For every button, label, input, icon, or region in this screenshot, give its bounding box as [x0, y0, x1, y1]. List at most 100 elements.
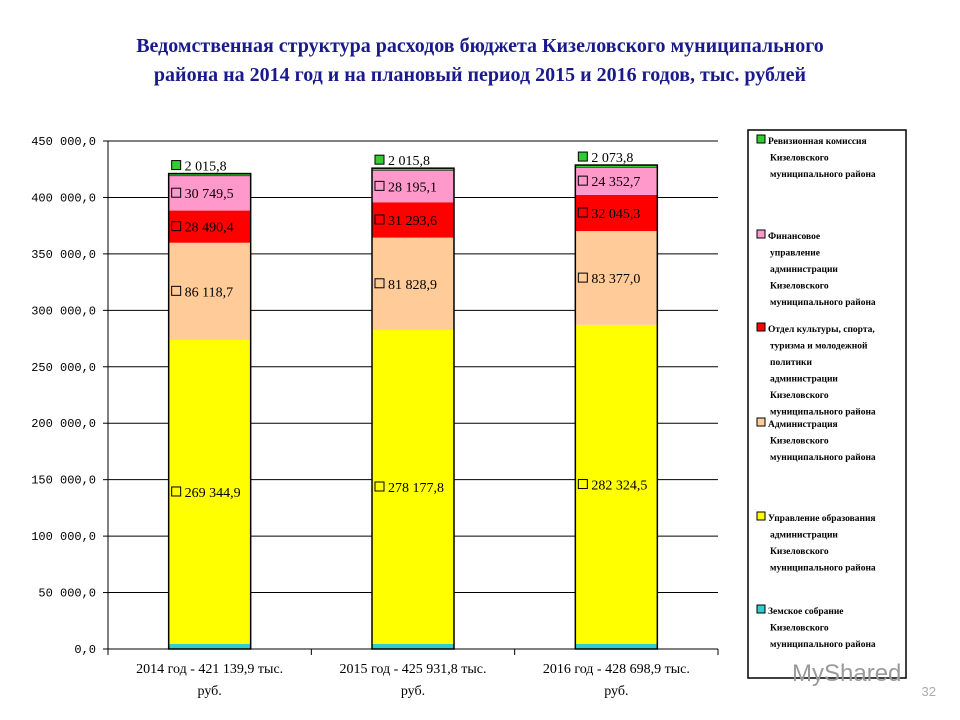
legend-label: управление	[770, 249, 820, 259]
legend-label: Кизеловского	[770, 282, 829, 292]
data-label: 2 015,8	[388, 154, 430, 169]
legend-swatch	[756, 511, 766, 521]
bar-segment	[372, 329, 454, 645]
bar-outline	[371, 167, 455, 650]
legend-label: Отдел культуры, спорта,	[768, 325, 875, 335]
data-label: 24 352,7	[591, 175, 640, 190]
y-tick-label: 250 000,0	[31, 361, 96, 375]
legend-label: Кизеловского	[770, 154, 829, 164]
data-label-marker	[171, 486, 182, 497]
legend-box	[747, 129, 907, 679]
data-label-marker	[577, 175, 588, 186]
legend-label: Кизеловского	[770, 437, 829, 447]
bar-segment	[168, 175, 251, 211]
legend-label: муниципального района	[770, 297, 876, 308]
data-label: 32 045,3	[591, 207, 640, 222]
legend-label: Кизеловского	[770, 547, 829, 557]
data-label: 278 177,8	[388, 481, 444, 496]
legend-label: Кизеловского	[770, 391, 829, 401]
legend-swatch	[756, 134, 766, 144]
title-line-2: района на 2014 год и на плановый период …	[153, 64, 807, 86]
legend-swatch	[756, 604, 766, 614]
data-label: 2 015,8	[185, 160, 227, 175]
data-label-marker	[577, 272, 588, 283]
legend-label: Ревизионная комиссия	[768, 137, 867, 147]
legend-label: администрации	[770, 531, 838, 541]
legend-label: политики	[770, 358, 813, 368]
data-label: 83 377,0	[591, 272, 640, 287]
x-tick-label: 2014 год - 421 139,9 тыс.	[136, 662, 283, 677]
legend-label: Финансовое	[768, 232, 820, 242]
bar-segment	[575, 231, 658, 326]
legend-label: муниципального района	[770, 639, 876, 650]
y-tick-label: 100 000,0	[31, 530, 96, 544]
bar-segment	[372, 644, 454, 649]
legend-label: муниципального района	[770, 169, 876, 180]
bar-outline	[574, 164, 659, 650]
watermark-logo: MyShared	[792, 660, 902, 687]
y-tick-label: 400 000,0	[31, 191, 96, 205]
data-label: 30 749,5	[185, 187, 234, 202]
legend-label: администрации	[770, 375, 838, 385]
legend-label: муниципального района	[770, 407, 876, 418]
y-tick-label: 300 000,0	[31, 304, 96, 318]
bar-outline	[167, 172, 252, 650]
y-tick-label: 200 000,0	[31, 417, 96, 431]
y-tick-label: 0,0	[74, 643, 96, 657]
data-label: 269 344,9	[185, 486, 241, 501]
legend-label: администрации	[770, 265, 838, 275]
y-tick-label: 50 000,0	[38, 587, 96, 601]
x-tick-label: 2015 год - 425 931,8 тыс.	[339, 662, 486, 677]
data-label-marker	[374, 278, 385, 289]
legend-label: Кизеловского	[770, 624, 829, 634]
bar-segment	[575, 643, 658, 649]
y-tick-label: 450 000,0	[31, 135, 96, 149]
legend-label: Администрация	[768, 420, 838, 430]
legend-label: Управление образования	[768, 513, 876, 524]
data-label-marker	[171, 160, 182, 171]
legend-label: муниципального района	[770, 452, 876, 463]
bar-segment	[575, 194, 658, 232]
data-label-marker	[577, 151, 588, 162]
data-label-marker	[374, 481, 385, 492]
x-tick-label: руб.	[401, 684, 425, 699]
x-tick-label: руб.	[198, 684, 222, 699]
legend-swatch	[756, 229, 766, 239]
bar-segment	[168, 644, 251, 649]
data-label-marker	[577, 207, 588, 218]
legend-label: Земское собрание	[768, 606, 844, 617]
data-label: 282 324,5	[591, 479, 647, 494]
bar-segment	[168, 242, 251, 340]
data-label: 81 828,9	[388, 278, 437, 293]
data-label-marker	[577, 479, 588, 490]
legend-label: муниципального района	[770, 563, 876, 574]
y-tick-label: 350 000,0	[31, 248, 96, 262]
data-label: 28 490,4	[185, 221, 234, 236]
data-label: 86 118,7	[185, 285, 233, 300]
title-line-1: Ведомственная структура расходов бюджета…	[136, 35, 824, 57]
page-number: 32	[921, 684, 936, 699]
bar-segment	[372, 202, 454, 238]
y-tick-label: 150 000,0	[31, 474, 96, 488]
data-label-marker	[374, 154, 385, 165]
chart-title: Ведомственная структура расходов бюджета…	[0, 32, 960, 90]
data-label-marker	[171, 187, 182, 198]
legend-label: туризма и молодежной	[770, 341, 868, 352]
bar-segment	[372, 237, 454, 330]
data-label: 31 293,6	[388, 214, 437, 229]
x-tick-label: 2016 год - 428 698,9 тыс.	[543, 662, 690, 677]
x-tick-label: руб.	[604, 684, 628, 699]
data-label-marker	[374, 214, 385, 225]
data-label-marker	[374, 180, 385, 191]
data-label: 28 195,1	[388, 180, 437, 195]
data-label: 2 073,8	[591, 151, 633, 166]
legend-swatch	[756, 417, 766, 427]
bar-segment	[575, 167, 658, 195]
data-label-marker	[171, 285, 182, 296]
bar-segment	[168, 339, 251, 645]
bar-segment	[575, 325, 658, 644]
legend-swatch	[756, 322, 766, 332]
data-label-marker	[171, 221, 182, 232]
bar-segment	[168, 210, 251, 243]
